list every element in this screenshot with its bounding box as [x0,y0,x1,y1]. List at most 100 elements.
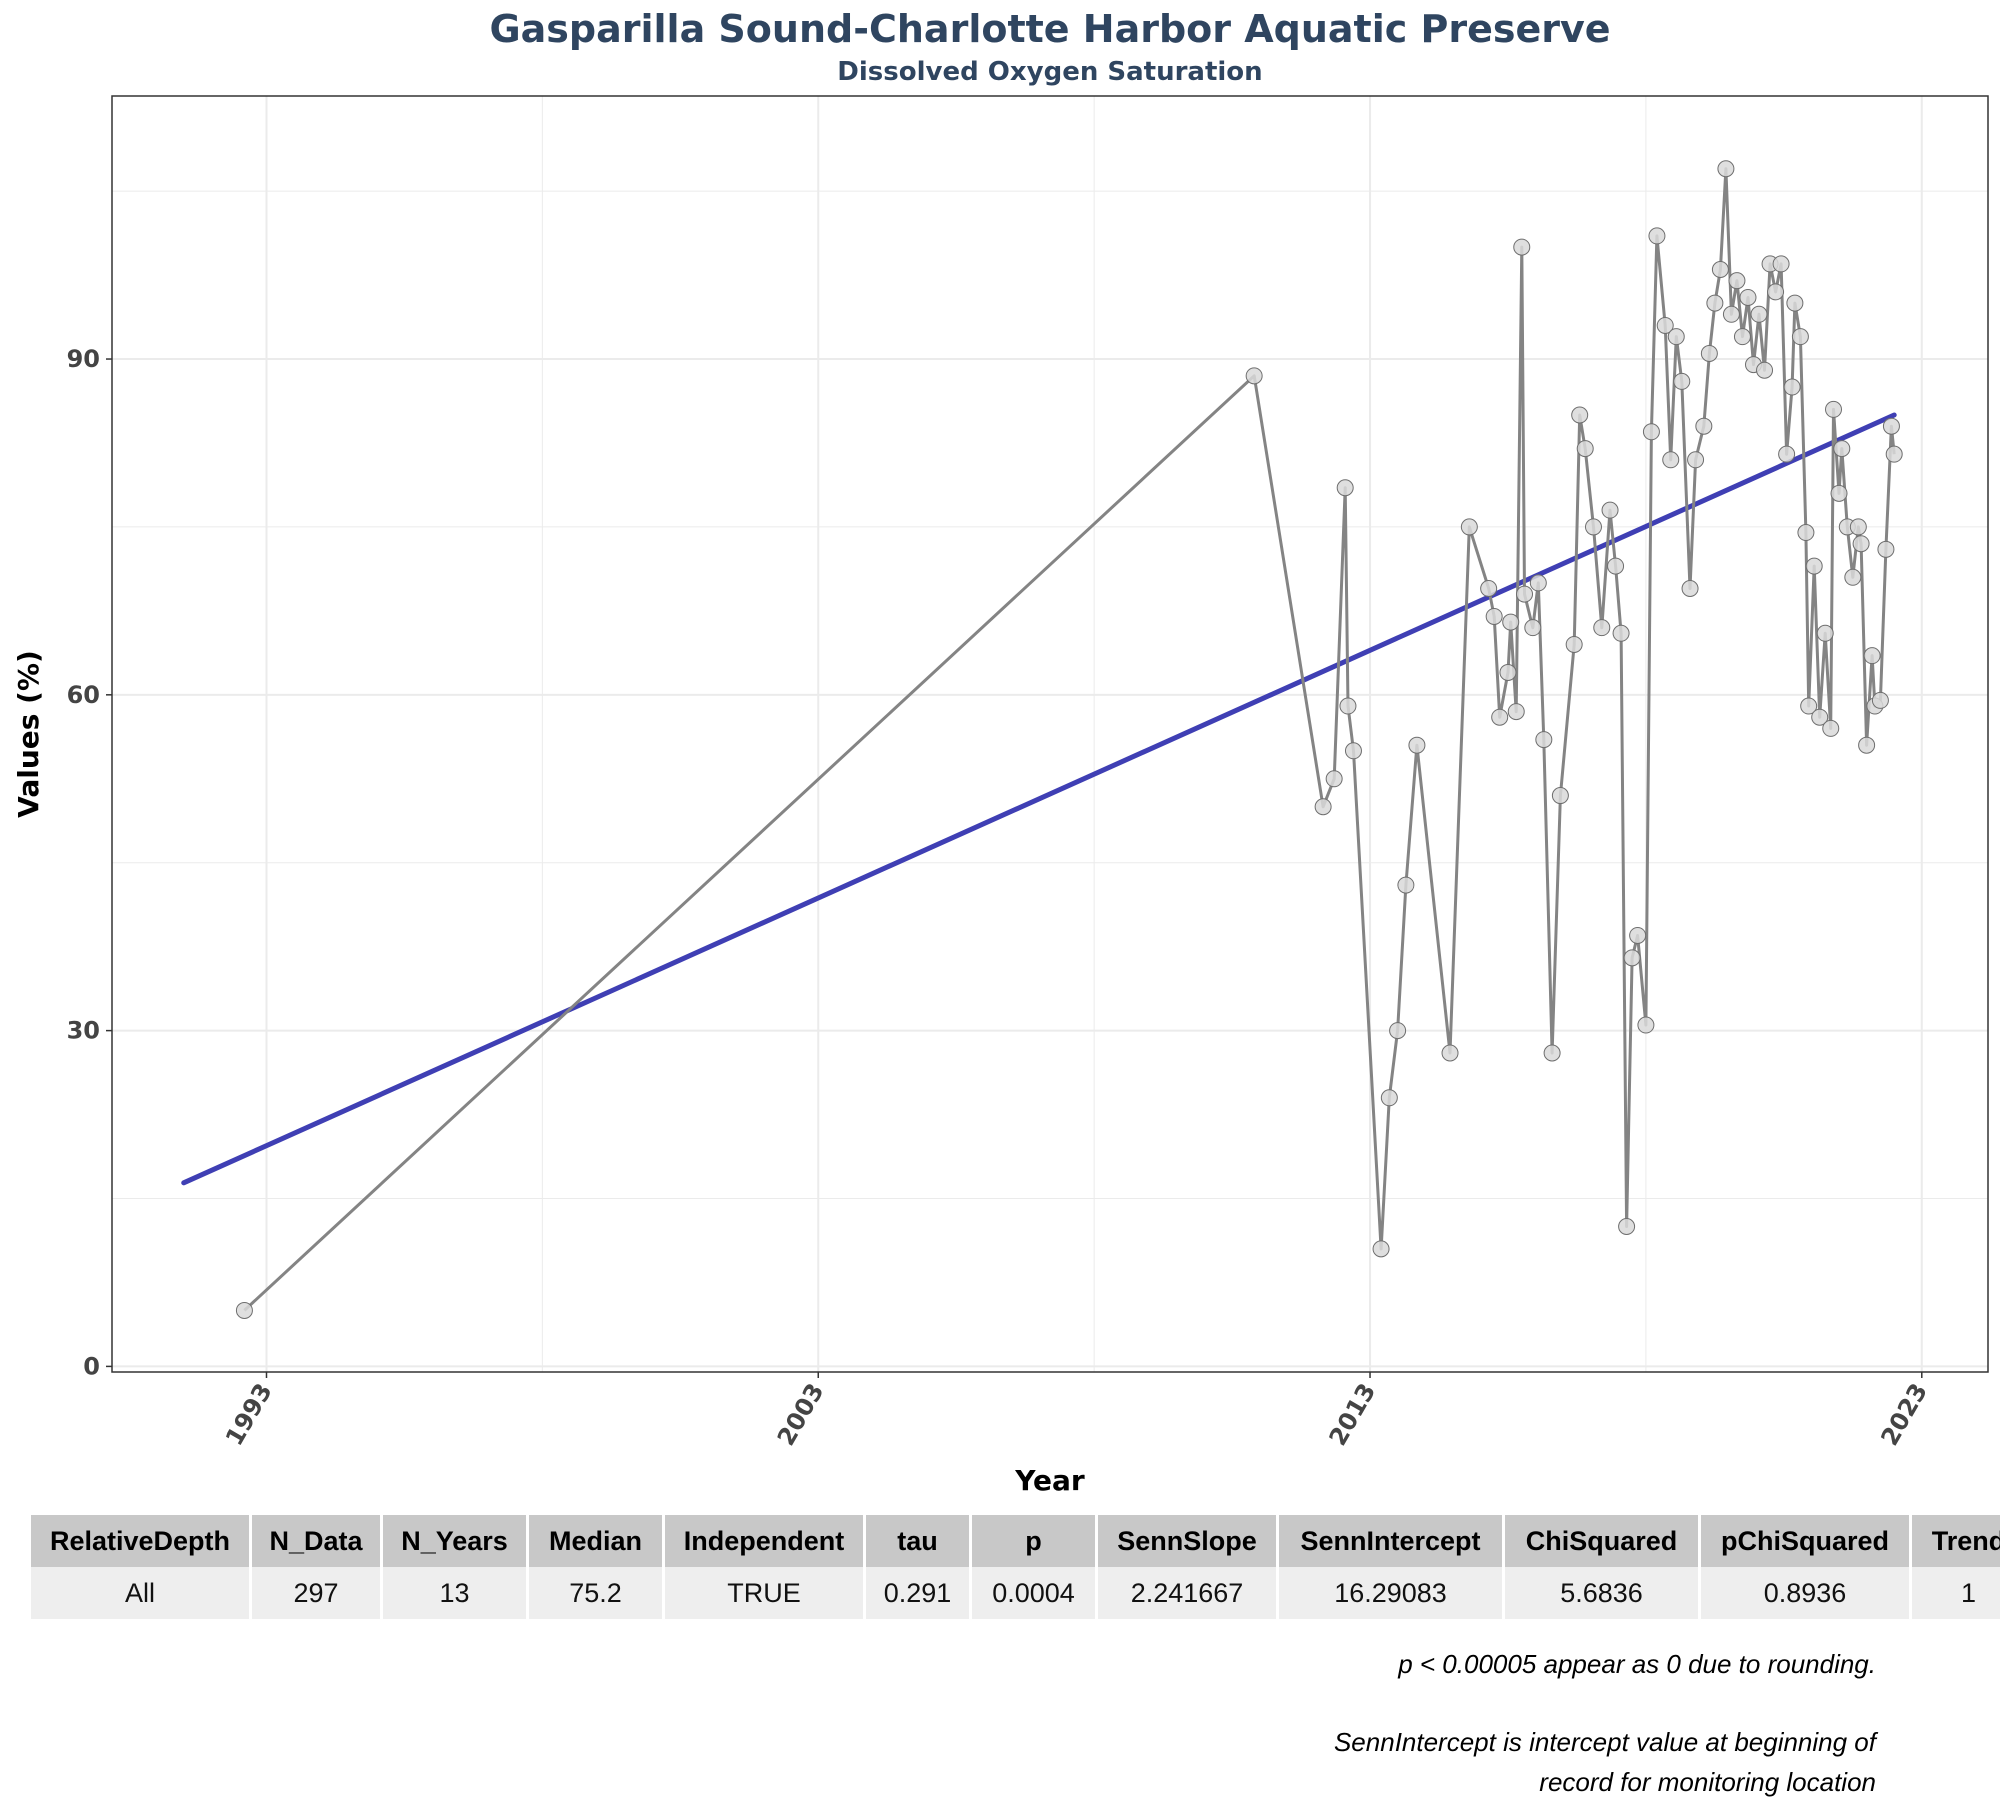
x-axis-title: Year [1014,1464,1085,1497]
data-point [1529,574,1547,592]
data-point [1460,518,1478,536]
data-point [1648,227,1666,245]
header-chi-squared: ChiSquared [1505,1515,1698,1567]
y-tick-label: 60 [67,681,100,709]
data-point [1797,524,1815,542]
header-senn-intercept: SennIntercept [1279,1515,1502,1567]
header-p-chi-squared: pChiSquared [1701,1515,1909,1567]
header-senn-slope: SennSlope [1098,1515,1276,1567]
header-tau: tau [866,1515,969,1567]
data-point [1507,703,1525,721]
data-point [1858,736,1876,754]
intercept-note-line-1: SennIntercept is intercept value at begi… [1333,1727,1876,1757]
data-point [1733,328,1751,346]
header-n-years: N_Years [383,1515,526,1567]
data-point [1833,440,1851,458]
data-point [1783,378,1801,396]
data-point [1656,316,1674,334]
data-point [1637,1016,1655,1034]
data-point [1571,406,1589,424]
data-point [1863,647,1881,665]
y-tick-label: 0 [83,1352,100,1380]
data-point [1576,440,1594,458]
data-point [1408,736,1426,754]
data-point [1706,294,1724,312]
data-point [1728,272,1746,290]
data-point [1607,557,1625,575]
data-point [1389,1022,1407,1040]
data-point [1700,344,1718,362]
data-point [1722,305,1740,323]
data-point [1551,787,1569,805]
x-tick-label: 2003 [772,1379,830,1451]
cell-trend: 1 [1912,1567,2000,1619]
cell-p: 0.0004 [972,1567,1095,1619]
data-point [1662,451,1680,469]
data-point [1673,372,1691,390]
intercept-note-line-2: record for monitoring location [1539,1767,1876,1797]
data-point [1584,518,1602,536]
data-point [1336,479,1354,497]
cell-p-chi-squared: 0.8936 [1701,1567,1909,1619]
data-point [1535,731,1553,749]
data-point [235,1301,253,1319]
cell-n-years: 13 [383,1567,526,1619]
data-point [1822,719,1840,737]
data-point [1667,328,1685,346]
data-point [1502,613,1520,631]
data-point [1524,619,1542,637]
chart-title: Gasparilla Sound-Charlotte Harbor Aquati… [489,7,1610,51]
data-point [1786,294,1804,312]
data-point [1849,518,1867,536]
data-point [1711,260,1729,278]
cell-relative-depth: All [31,1567,249,1619]
data-point [1485,607,1503,625]
data-point [1397,876,1415,894]
data-point [1623,949,1641,967]
data-point [1882,417,1900,435]
data-point [1717,160,1735,178]
cell-chi-squared: 5.6836 [1505,1567,1698,1619]
y-tick-label: 30 [67,1017,100,1045]
x-tick-label: 1993 [220,1379,278,1451]
data-point [1372,1240,1390,1258]
header-independent: Independent [665,1515,863,1567]
data-point [1750,305,1768,323]
data-point [1618,1217,1636,1235]
data-point [1339,697,1357,715]
grid [112,96,1988,1372]
data-point [1593,619,1611,637]
data-point [1612,624,1630,642]
data-point [1245,367,1263,385]
data-point [1772,255,1790,273]
header-trend: Trend [1912,1515,2000,1567]
y-axis-title: Values (%) [12,650,45,818]
plot-border [111,95,1989,1373]
x-tick-label: 2023 [1875,1379,1933,1451]
data-point [1825,400,1843,418]
data-point [1499,663,1517,681]
y-tick-label: 90 [67,345,100,373]
data-point [1816,624,1834,642]
cell-median: 75.2 [529,1567,662,1619]
data-point [1681,579,1699,597]
data-point [1601,501,1619,519]
cell-n-data: 297 [252,1567,380,1619]
data-point [1565,635,1583,653]
data-point [1778,445,1796,463]
cell-tau: 0.291 [866,1567,969,1619]
rounding-note: p < 0.00005 appear as 0 due to rounding. [1398,1649,1876,1679]
data-point [1830,484,1848,502]
data-point [1325,770,1343,788]
data-point [1516,585,1534,603]
data-point [1380,1089,1398,1107]
data-point [1441,1044,1459,1062]
header-relative-depth: RelativeDepth [31,1515,249,1567]
data-point [1767,283,1785,301]
chart: Gasparilla Sound-Charlotte Harbor Aquati… [12,7,1989,1497]
data-point [1800,697,1818,715]
data-point [1871,691,1889,709]
stats-table: RelativeDepth N_Data N_Years Median Inde… [28,1515,2000,1619]
cell-independent: TRUE [665,1567,863,1619]
data-point [1480,579,1498,597]
